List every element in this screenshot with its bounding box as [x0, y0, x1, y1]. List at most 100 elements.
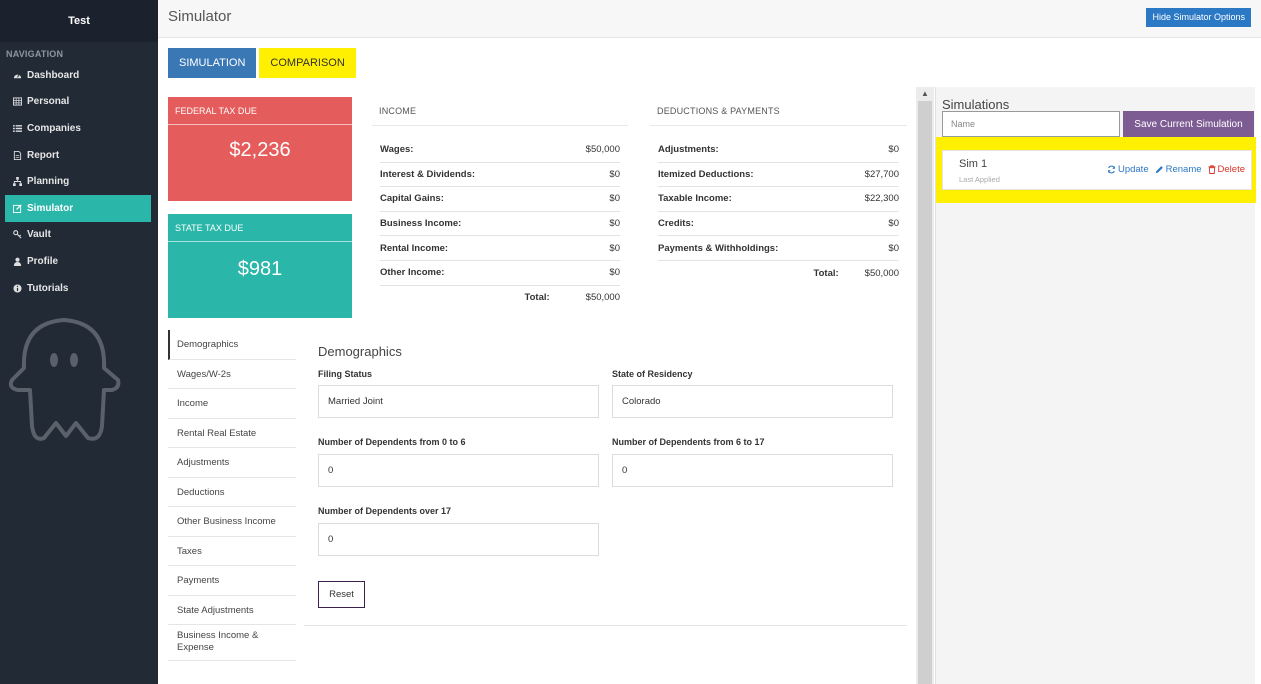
sidebar-item-vault[interactable]: Vault	[0, 222, 158, 249]
row-label: Capital Gains:	[380, 193, 444, 205]
deductions-panel: DEDUCTIONS & PAYMENTS Adjustments: $0 Ite…	[650, 97, 907, 319]
income-title: INCOME	[372, 97, 628, 126]
income-row: Capital Gains: $0	[380, 187, 620, 212]
sidebar-item-label: Dashboard	[27, 69, 80, 81]
sidebar-item-dashboard[interactable]: Dashboard	[0, 62, 158, 89]
total-value: $50,000	[585, 292, 620, 304]
row-value: $22,300	[864, 193, 899, 205]
subnav-state-adjustments[interactable]: State Adjustments	[168, 596, 296, 625]
sidebar-item-label: Personal	[27, 96, 70, 108]
row-label: Other Income:	[380, 267, 445, 279]
key-icon	[13, 230, 22, 239]
row-label: Business Income:	[380, 218, 462, 230]
subnav-payments[interactable]: Payments	[168, 566, 296, 596]
row-label: Rental Income:	[380, 242, 449, 254]
sidebar: Test NAVIGATION Dashboard Personal Compa…	[0, 0, 158, 684]
income-row: Rental Income: $0	[380, 236, 620, 261]
sidebar-item-planning[interactable]: Planning	[0, 168, 158, 195]
total-value: $50,000	[864, 267, 899, 279]
simulator-tabs: SIMULATION COMPARISON	[168, 48, 356, 78]
subnav-taxes[interactable]: Taxes	[168, 537, 296, 566]
row-value: $27,700	[864, 168, 899, 180]
income-panel: INCOME Wages: $50,000 Interest & Dividend…	[372, 97, 628, 319]
state-of-residency-select[interactable]: Colorado	[612, 385, 893, 418]
rename-simulation-link[interactable]: Rename	[1155, 164, 1202, 175]
sidebar-item-tutorials[interactable]: Tutorials	[0, 275, 158, 302]
file-icon	[13, 150, 22, 160]
tab-comparison[interactable]: COMPARISON	[259, 48, 356, 78]
sidebar-item-label: Vault	[27, 229, 51, 241]
simulation-name-input[interactable]	[942, 111, 1120, 137]
refresh-icon	[1107, 165, 1116, 174]
row-label: Interest & Dividends:	[380, 168, 476, 180]
state-tax-title: STATE TAX DUE	[168, 214, 352, 242]
trash-icon	[1207, 165, 1216, 174]
subnav-adjustments[interactable]: Adjustments	[168, 448, 296, 478]
save-current-simulation-button[interactable]: Save Current Simulation	[1123, 111, 1254, 137]
delete-simulation-link[interactable]: Delete	[1207, 164, 1245, 175]
dependents-0-6-input[interactable]: 0	[318, 454, 599, 487]
main-scrollbar[interactable]: ▲	[916, 87, 934, 684]
row-value: $0	[609, 193, 620, 205]
deductions-row: Taxable Income: $22,300	[658, 187, 899, 212]
subnav-wages[interactable]: Wages/W-2s	[168, 360, 296, 389]
subnav-demographics[interactable]: Demographics	[168, 330, 296, 360]
demographics-form: Demographics Filing Status Married Joint…	[304, 330, 907, 626]
income-total-row: Total: $50,000	[380, 286, 621, 311]
simulator-subnav: Demographics Wages/W-2s Income Rental Re…	[168, 330, 296, 661]
dependents-6-17-input[interactable]: 0	[612, 454, 893, 487]
subnav-rental-real-estate[interactable]: Rental Real Estate	[168, 419, 296, 448]
pencil-square-icon	[13, 204, 22, 213]
deductions-title: DEDUCTIONS & PAYMENTS	[650, 97, 907, 126]
row-value: $0	[609, 242, 620, 254]
sidebar-item-profile[interactable]: Profile	[0, 248, 158, 275]
subnav-income[interactable]: Income	[168, 389, 296, 419]
income-row: Other Income: $0	[380, 261, 620, 286]
reset-button[interactable]: Reset	[318, 581, 365, 608]
sidebar-item-companies[interactable]: Companies	[0, 115, 158, 142]
sidebar-item-simulator[interactable]: Simulator	[5, 194, 151, 222]
row-label: Credits:	[658, 218, 694, 230]
deductions-row: Adjustments: $0	[658, 138, 899, 163]
dependents-over-17-input[interactable]: 0	[318, 523, 599, 556]
brand-name[interactable]: Test	[0, 0, 158, 42]
delete-label: Delete	[1217, 164, 1245, 175]
row-label: Payments & Withholdings:	[658, 242, 779, 254]
simulation-status: Last Applied	[959, 175, 1000, 184]
subnav-deductions[interactable]: Deductions	[168, 478, 296, 507]
scroll-up-arrow-icon[interactable]: ▲	[921, 89, 929, 98]
income-row: Interest & Dividends: $0	[380, 163, 620, 188]
update-simulation-link[interactable]: Update	[1107, 164, 1149, 175]
subnav-business-income-expense[interactable]: Business Income & Expense	[168, 625, 296, 661]
dashboard-icon	[13, 71, 22, 80]
deductions-row: Credits: $0	[658, 212, 899, 237]
sidebar-item-label: Planning	[27, 176, 70, 188]
dependents-6-17-label: Number of Dependents from 6 to 17	[612, 437, 765, 447]
nav-list: Dashboard Personal Companies Report Plan…	[0, 62, 158, 301]
federal-tax-card: FEDERAL TAX DUE $2,236	[168, 97, 352, 201]
row-label: Taxable Income:	[658, 193, 732, 205]
row-label: Adjustments:	[658, 144, 719, 156]
sidebar-item-label: Report	[27, 149, 60, 161]
sidebar-item-personal[interactable]: Personal	[0, 89, 158, 116]
deductions-total-row: Total: $50,000	[658, 261, 900, 286]
row-value: $0	[888, 218, 899, 230]
scroll-thumb[interactable]	[918, 101, 932, 684]
pencil-icon	[1155, 166, 1163, 174]
user-icon	[13, 257, 22, 266]
simulations-title: Simulations	[942, 97, 1010, 112]
row-value: $0	[609, 168, 620, 180]
income-row: Wages: $50,000	[380, 138, 620, 163]
subnav-other-business-income[interactable]: Other Business Income	[168, 507, 296, 537]
tab-simulation[interactable]: SIMULATION	[168, 48, 257, 78]
hide-simulator-options-button[interactable]: Hide Simulator Options	[1146, 8, 1251, 27]
filing-status-select[interactable]: Married Joint	[318, 385, 599, 418]
table-icon	[13, 97, 22, 106]
info-circle-icon	[13, 283, 22, 293]
nav-heading: NAVIGATION	[6, 49, 64, 59]
state-tax-value: $981	[237, 258, 283, 280]
simulations-panel: Simulations Save Current Simulation Sim …	[935, 87, 1256, 684]
sidebar-item-label: Companies	[27, 122, 81, 134]
row-label: Itemized Deductions:	[658, 168, 754, 180]
sidebar-item-report[interactable]: Report	[0, 142, 158, 169]
